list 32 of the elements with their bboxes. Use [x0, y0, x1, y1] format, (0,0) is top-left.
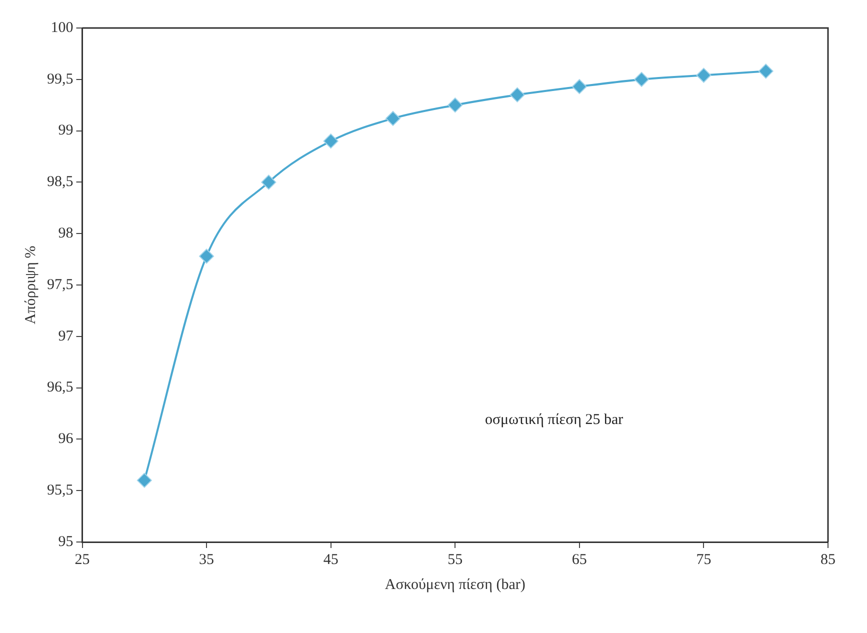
x-tick-label: 85 — [820, 552, 836, 568]
point — [199, 248, 214, 264]
y-tick-label: 96,5 — [47, 380, 74, 396]
x-tick-label: 45 — [323, 552, 338, 568]
point — [385, 110, 400, 126]
y-axis-title: Απόρριψη % — [22, 246, 39, 324]
y-tick-label: 100 — [50, 20, 74, 36]
x-tick-label: 35 — [199, 552, 214, 568]
point — [136, 472, 152, 488]
point — [634, 72, 650, 87]
y-tick-label: 95 — [58, 534, 74, 550]
point — [696, 68, 712, 83]
annotation: οσμωτική πίεση 25 bar — [484, 412, 624, 428]
y-tick-label: 99,5 — [47, 71, 74, 88]
y-tick-label: 97 — [58, 328, 74, 344]
x-tick-label: 55 — [448, 552, 463, 568]
x-axis-title: Ασκούμενη πίεση (bar) — [384, 576, 526, 593]
point — [448, 98, 463, 113]
point — [758, 64, 774, 79]
point — [323, 134, 338, 149]
point — [572, 79, 587, 94]
x-tick-label: 65 — [572, 552, 587, 568]
y-tick-label: 98,5 — [47, 174, 74, 190]
x-tick-label: 25 — [74, 552, 90, 568]
point — [261, 174, 276, 190]
point — [510, 87, 525, 102]
x-tick-label: 75 — [696, 552, 712, 568]
y-tick-label: 98 — [58, 226, 74, 242]
y-tick-label: 99 — [58, 122, 74, 139]
y-tick-label: 95,5 — [47, 482, 74, 499]
y-tick-label: 96 — [58, 431, 74, 448]
y-tick-label: 97,5 — [47, 276, 74, 293]
